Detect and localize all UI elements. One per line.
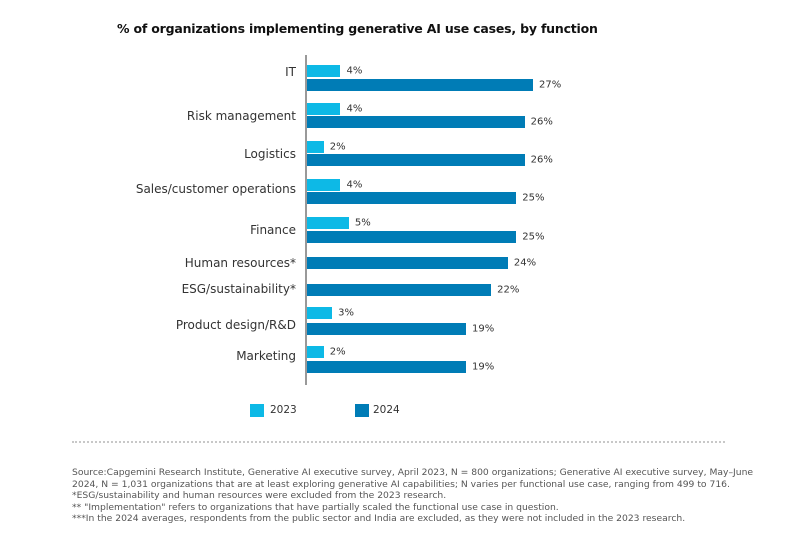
category-label: Finance [250,223,296,237]
value-label-2024: 26% [530,116,553,128]
value-label-2023: 3% [338,307,354,319]
legend-swatch-2023 [250,404,264,417]
category-label: Product design/R&D [175,318,296,332]
bar-2024 [307,154,525,166]
value-label-2024: 25% [522,231,545,243]
value-label-2023: 5% [354,217,371,229]
value-label-2023: 2% [329,141,346,153]
bar-2023 [307,179,341,191]
bar-2023 [307,103,341,115]
legend-label-2024: 2024 [373,404,400,416]
category-label: Human resources* [184,256,296,270]
bar-2023 [307,141,324,153]
value-label-2024: 24% [513,257,537,269]
legend-label-2023: 2023 [270,404,297,416]
note-line: *ESG/sustainability and human resources … [72,490,447,501]
value-label-2023: 4% [346,103,363,115]
legend-swatch-2024 [355,404,369,417]
value-label-2024: 19% [472,323,495,335]
value-label-2024: 25% [522,192,545,204]
bar-2024 [307,116,525,128]
value-label-2023: 2% [329,346,346,358]
bar-2023 [307,346,324,358]
value-label-2024: 26% [530,154,553,166]
bar-2023 [307,307,333,319]
value-label-2024: 22% [497,284,520,296]
source-notes: Source:Capgemini Research Institute, Gen… [72,467,754,525]
category-label: Logistics [244,147,296,161]
note-line: ** "Implementation" refers to organizati… [72,501,559,513]
chart-title: % of organizations implementing generati… [117,21,598,36]
bar-2024 [307,231,517,243]
value-label-2024: 19% [472,361,495,373]
category-label: Sales/customer operations [135,182,296,196]
bar-2023 [307,217,349,229]
category-label: ESG/sustainability* [181,282,296,296]
value-label-2024: 27% [538,79,562,91]
bar-2024 [307,257,508,269]
y-axis-line [305,55,307,385]
bar-2023 [307,65,341,77]
bar-2024 [307,284,492,296]
note-line: ***In the 2024 averages, respondents fro… [72,513,686,524]
category-label: IT [285,65,296,79]
divider [72,441,725,443]
bar-2024 [307,361,467,373]
value-label-2023: 4% [346,179,363,191]
value-label-2023: 4% [346,65,363,77]
bar-2024 [307,79,533,91]
bar-2024 [307,192,517,204]
note-line: 2024, N = 1,031 organizations that are a… [72,478,730,490]
note-line: Source:Capgemini Research Institute, Gen… [72,467,754,478]
bar-2024 [307,323,467,335]
category-label: Risk management [186,109,296,123]
category-label: Marketing [236,349,296,363]
